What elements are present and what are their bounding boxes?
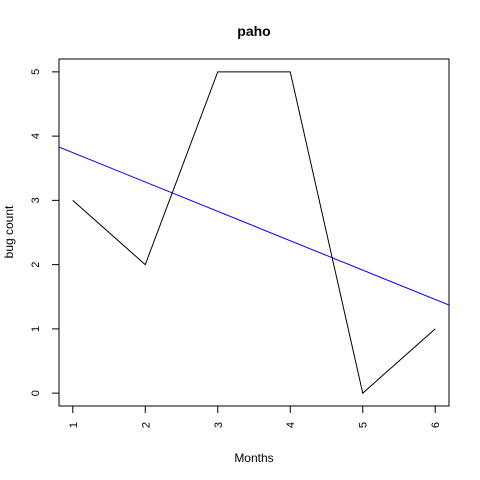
y-tick-label: 3 (30, 197, 42, 203)
series-line-bug-count (72, 71, 436, 395)
x-axis: 1 2 3 4 5 6 (68, 405, 442, 428)
y-tick-label: 1 (30, 326, 42, 332)
chart-title: paho (237, 23, 270, 39)
y-tick-label: 5 (30, 69, 42, 75)
y-tick-label: 4 (30, 133, 42, 139)
y-tick-label: 2 (30, 262, 42, 268)
x-tick-label: 3 (213, 422, 225, 428)
y-tick-label: 0 (30, 390, 42, 396)
y-axis-label: bug count (2, 205, 16, 258)
x-tick-label: 4 (285, 422, 297, 428)
y-axis: 0 1 2 3 4 5 (30, 69, 60, 396)
x-tick-label: 6 (430, 422, 442, 428)
x-tick-label: 2 (140, 422, 152, 428)
trend-line (59, 146, 449, 306)
x-tick-label: 1 (68, 422, 80, 428)
x-tick-label: 5 (358, 422, 370, 428)
x-axis-label: Months (234, 451, 273, 465)
